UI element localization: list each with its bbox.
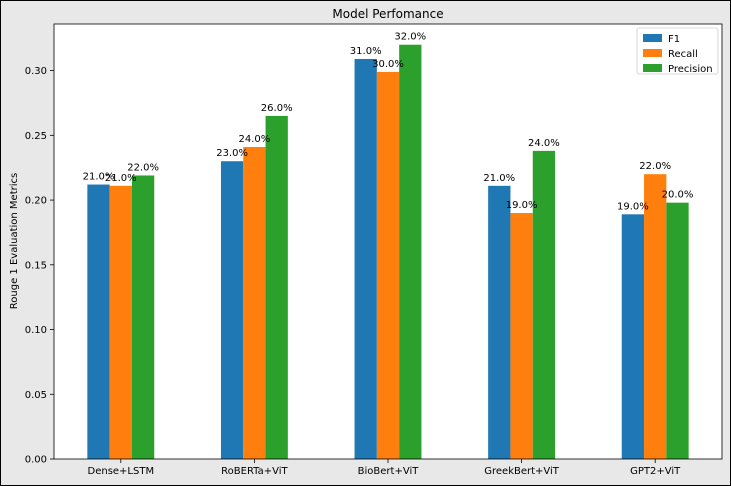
data-label-f1-3: 21.0% [483, 173, 515, 184]
data-label-precision-0: 22.0% [127, 162, 159, 173]
legend-swatch-precision [643, 64, 662, 72]
y-tick-label-3: 0.15 [25, 260, 47, 271]
bar-recall-1 [243, 146, 266, 460]
plot-frame [53, 23, 723, 460]
data-labels-layer: 21.0%21.0%22.0%23.0%24.0%26.0%31.0%30.0%… [83, 32, 694, 213]
data-label-precision-1: 26.0% [261, 103, 293, 114]
data-label-recall-0: 21.0% [105, 173, 137, 184]
data-label-recall-2: 30.0% [372, 59, 404, 70]
bar-recall-4 [644, 174, 667, 459]
legend: F1 Recall Precision [636, 27, 719, 75]
data-label-recall-4: 22.0% [639, 161, 671, 172]
chart-title: Model Perfomance [332, 7, 443, 21]
y-tick-label-1: 0.05 [25, 390, 47, 401]
legend-label-recall: Recall [668, 49, 698, 60]
bar-precision-2 [399, 44, 422, 460]
legend-label-f1: F1 [668, 34, 680, 45]
data-label-recall-1: 24.0% [239, 134, 271, 145]
legend-swatch-recall [643, 49, 662, 57]
data-label-f1-0: 21.0% [83, 172, 115, 183]
data-label-precision-4: 20.0% [662, 190, 694, 201]
x-tick-label-4: GPT2+ViT [630, 466, 681, 477]
x-tick-label-2: BioBert+ViT [358, 466, 420, 477]
data-label-f1-1: 23.0% [216, 148, 248, 159]
data-label-precision-3: 24.0% [528, 138, 560, 149]
data-label-precision-2: 32.0% [394, 32, 426, 43]
data-label-f1-4: 19.0% [617, 201, 649, 212]
bar-f1-3 [488, 185, 511, 459]
bar-precision-1 [265, 115, 288, 460]
y-tick-label-0: 0.00 [25, 455, 47, 466]
x-tick-label-1: RoBERTa+ViT [221, 466, 288, 477]
bar-precision-4 [666, 202, 689, 459]
bar-recall-0 [109, 185, 132, 459]
y-tick-label-6: 0.30 [25, 66, 47, 77]
x-tick-label-3: GreekBert+ViT [484, 466, 560, 477]
bar-precision-0 [131, 175, 155, 459]
y-axis-title: Rouge 1 Evaluation Metrics [9, 173, 20, 309]
bar-f1-0 [87, 184, 110, 460]
axes-layer: Dense+LSTM RoBERTa+ViT BioBert+ViT GreekBer… [25, 23, 723, 477]
bar-f1-1 [220, 161, 244, 460]
bar-recall-2 [376, 71, 400, 460]
y-tick-label-5: 0.25 [25, 131, 47, 142]
bars-layer [87, 44, 689, 460]
x-tick-label-0: Dense+LSTM [88, 466, 155, 477]
legend-label-precision: Precision [668, 64, 713, 75]
bar-precision-3 [532, 150, 556, 459]
bar-f1-2 [354, 58, 377, 460]
bar-f1-4 [621, 214, 645, 459]
data-label-f1-2: 31.0% [350, 46, 382, 57]
data-label-recall-3: 19.0% [506, 200, 538, 211]
bar-recall-3 [510, 213, 533, 459]
y-tick-label-4: 0.20 [25, 196, 47, 207]
y-tick-label-2: 0.10 [25, 325, 47, 336]
legend-swatch-f1 [643, 34, 662, 42]
